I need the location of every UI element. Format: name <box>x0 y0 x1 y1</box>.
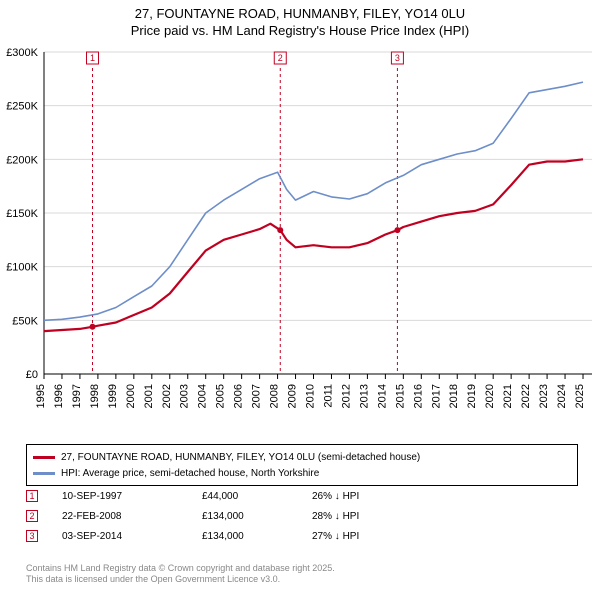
sales-table: 1 10-SEP-1997 £44,000 26% ↓ HPI 2 22-FEB… <box>26 486 422 546</box>
sale-date: 22-FEB-2008 <box>62 511 202 522</box>
sale-price: £134,000 <box>202 531 312 542</box>
svg-text:3: 3 <box>395 53 400 63</box>
svg-text:2007: 2007 <box>251 384 263 408</box>
svg-text:2018: 2018 <box>448 384 460 408</box>
svg-text:£150K: £150K <box>6 208 38 220</box>
svg-text:2015: 2015 <box>394 384 406 408</box>
svg-text:2006: 2006 <box>233 384 245 408</box>
legend-label-price-paid: 27, FOUNTAYNE ROAD, HUNMANBY, FILEY, YO1… <box>61 452 420 463</box>
svg-text:1999: 1999 <box>107 384 119 408</box>
svg-text:2004: 2004 <box>197 384 209 408</box>
svg-text:2009: 2009 <box>287 384 299 408</box>
svg-text:2003: 2003 <box>179 384 191 408</box>
svg-text:1997: 1997 <box>71 384 83 408</box>
svg-text:£100K: £100K <box>6 262 38 274</box>
svg-text:2022: 2022 <box>520 384 532 408</box>
chart-svg: £0 £50K £100K £150K £200K £250K £300K 1995 1996 1… <box>0 44 600 438</box>
legend-swatch-price-paid <box>33 456 55 459</box>
svg-text:£0: £0 <box>26 369 38 381</box>
chart-title-block: 27, FOUNTAYNE ROAD, HUNMANBY, FILEY, YO1… <box>0 0 600 42</box>
chart-area: £0 £50K £100K £150K £200K £250K £300K 1995 1996 1… <box>0 44 600 438</box>
sales-row: 1 10-SEP-1997 £44,000 26% ↓ HPI <box>26 486 422 506</box>
svg-text:2020: 2020 <box>484 384 496 408</box>
footer: Contains HM Land Registry data © Crown c… <box>26 563 335 586</box>
sale-date: 03-SEP-2014 <box>62 531 202 542</box>
svg-text:2025: 2025 <box>574 384 586 408</box>
svg-text:2010: 2010 <box>305 384 317 408</box>
sale-date: 10-SEP-1997 <box>62 491 202 502</box>
svg-text:2019: 2019 <box>466 384 478 408</box>
sale-diff: 28% ↓ HPI <box>312 511 422 522</box>
svg-text:2001: 2001 <box>143 384 155 408</box>
sale-marker-2: 2 <box>26 510 38 522</box>
svg-text:1996: 1996 <box>53 384 65 408</box>
svg-text:1: 1 <box>90 53 95 63</box>
legend-swatch-hpi <box>33 472 55 475</box>
svg-text:2005: 2005 <box>215 384 227 408</box>
svg-text:2011: 2011 <box>322 384 334 408</box>
legend-row-price-paid: 27, FOUNTAYNE ROAD, HUNMANBY, FILEY, YO1… <box>33 449 571 465</box>
svg-text:£300K: £300K <box>6 47 38 59</box>
svg-text:1998: 1998 <box>89 384 101 408</box>
sale-price: £134,000 <box>202 511 312 522</box>
svg-text:£50K: £50K <box>12 315 38 327</box>
sale-marker-3: 3 <box>26 530 38 542</box>
svg-text:1995: 1995 <box>35 384 47 408</box>
svg-text:2000: 2000 <box>125 384 137 408</box>
legend: 27, FOUNTAYNE ROAD, HUNMANBY, FILEY, YO1… <box>26 444 578 486</box>
sale-marker-1: 1 <box>26 490 38 502</box>
sale-diff: 27% ↓ HPI <box>312 531 422 542</box>
svg-text:2024: 2024 <box>556 384 568 408</box>
svg-text:2: 2 <box>278 53 283 63</box>
svg-text:£200K: £200K <box>6 154 38 166</box>
svg-text:2008: 2008 <box>269 384 281 408</box>
sales-row: 2 22-FEB-2008 £134,000 28% ↓ HPI <box>26 506 422 526</box>
svg-text:2013: 2013 <box>358 384 370 408</box>
sales-row: 3 03-SEP-2014 £134,000 27% ↓ HPI <box>26 526 422 546</box>
title-line-2: Price paid vs. HM Land Registry's House … <box>0 23 600 40</box>
footer-line-2: This data is licensed under the Open Gov… <box>26 574 335 586</box>
svg-text:2021: 2021 <box>502 384 514 408</box>
title-line-1: 27, FOUNTAYNE ROAD, HUNMANBY, FILEY, YO1… <box>0 6 600 23</box>
svg-text:2016: 2016 <box>412 384 424 408</box>
legend-label-hpi: HPI: Average price, semi-detached house,… <box>61 468 319 479</box>
svg-text:2014: 2014 <box>376 384 388 408</box>
svg-text:£250K: £250K <box>6 101 38 113</box>
sale-price: £44,000 <box>202 491 312 502</box>
footer-line-1: Contains HM Land Registry data © Crown c… <box>26 563 335 575</box>
svg-text:2012: 2012 <box>340 384 352 408</box>
svg-text:2017: 2017 <box>430 384 442 408</box>
svg-text:2002: 2002 <box>161 384 173 408</box>
sale-diff: 26% ↓ HPI <box>312 491 422 502</box>
svg-text:2023: 2023 <box>538 384 550 408</box>
legend-row-hpi: HPI: Average price, semi-detached house,… <box>33 465 571 481</box>
